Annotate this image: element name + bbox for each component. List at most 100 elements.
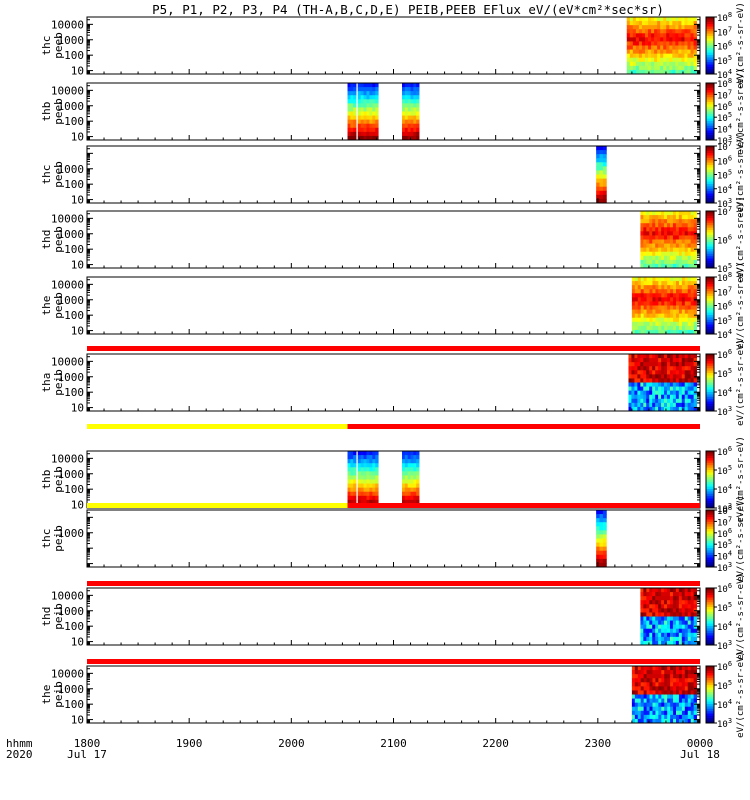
spectrogram-cell xyxy=(655,362,659,367)
colorbar-swatch xyxy=(706,281,714,285)
spectrogram-cell xyxy=(637,714,642,720)
spectrogram-cell xyxy=(631,285,636,290)
spectrogram-cell xyxy=(669,211,674,216)
spectrogram-cell xyxy=(678,702,683,708)
spectrogram-block xyxy=(596,146,607,204)
spectrogram-cell xyxy=(366,103,370,108)
spectrogram-cell xyxy=(658,366,662,371)
spectrogram-cell xyxy=(664,600,668,605)
spectrogram-cell xyxy=(632,69,637,75)
spectrogram-cell xyxy=(672,25,676,30)
colorbar-swatch xyxy=(706,467,714,471)
spectrogram-cell xyxy=(648,45,652,50)
spectrogram-cell xyxy=(634,358,638,363)
spectrogram-cell xyxy=(684,239,689,244)
spectrogram-cell xyxy=(681,325,686,331)
spectrogram-cell xyxy=(651,45,655,50)
spectrogram-cell xyxy=(667,682,671,687)
spectrogram-cell xyxy=(690,366,695,371)
spectrogram-cell xyxy=(658,263,662,269)
spectrogram-block xyxy=(626,17,697,75)
spectrogram-cell xyxy=(658,281,662,286)
spectrogram-cell xyxy=(649,285,653,290)
spectrogram-cell xyxy=(360,135,364,141)
spectrogram-cell xyxy=(672,628,677,634)
spectrogram-cell xyxy=(404,123,409,129)
spectrogram-cell xyxy=(655,215,659,220)
spectrogram-cell xyxy=(690,354,695,359)
spectrogram-cell xyxy=(599,186,604,192)
spectrogram-cell xyxy=(684,354,689,359)
spectrogram-cell xyxy=(693,678,697,683)
spectrogram-cell xyxy=(664,321,668,327)
spectrogram-cell xyxy=(654,29,658,34)
spectrogram-cell xyxy=(690,215,695,220)
spectrogram-cell xyxy=(655,596,659,601)
spectrogram-cell xyxy=(413,495,417,501)
status-segment xyxy=(347,503,700,508)
spectrogram-cell xyxy=(669,61,673,67)
spectrogram-cell xyxy=(661,390,665,396)
spectrogram-cell xyxy=(652,255,656,261)
spectrogram-cell xyxy=(673,706,677,712)
spectrogram-cell xyxy=(669,624,674,630)
spectrogram-cell xyxy=(646,686,650,691)
spectrogram-cell xyxy=(655,235,659,240)
spectrogram-cell xyxy=(658,620,662,626)
status-segment xyxy=(87,346,700,351)
spectrogram-cell xyxy=(652,702,656,708)
spectrogram-cell xyxy=(369,99,373,104)
spectrogram-cell xyxy=(353,107,357,112)
spectrogram-cell xyxy=(693,358,697,363)
spectrogram-cell xyxy=(658,640,662,646)
spectrogram-cell xyxy=(649,612,653,617)
spectrogram-cell xyxy=(363,491,367,497)
spectrogram-cell xyxy=(375,111,379,116)
spectrogram-cell xyxy=(416,111,420,116)
spectrogram-cell xyxy=(681,21,685,26)
spectrogram-cell xyxy=(667,612,671,617)
spectrogram-cell xyxy=(369,123,373,129)
spectrogram-cell xyxy=(643,301,647,306)
spectrogram-cell xyxy=(672,235,677,240)
y-tick-label: 100 xyxy=(64,115,84,128)
spectrogram-cell xyxy=(372,463,376,468)
spectrogram-cell xyxy=(664,251,668,257)
spectrogram-cell xyxy=(637,694,642,699)
spectrogram-cell xyxy=(649,628,653,634)
colorbar-swatch xyxy=(706,244,714,248)
colorbar-swatch xyxy=(706,536,714,539)
spectrogram-cell xyxy=(646,690,650,695)
spectrogram-cell xyxy=(678,694,683,699)
spectrogram-cell xyxy=(407,91,411,96)
spectrogram-cell xyxy=(687,402,692,408)
spectrogram-block xyxy=(596,510,607,568)
spectrogram-cell xyxy=(599,542,604,548)
colorbar-swatch xyxy=(706,465,714,469)
spectrogram-cell xyxy=(655,366,659,371)
spectrogram-cell xyxy=(649,678,653,683)
spectrogram-cell xyxy=(640,370,644,375)
spectrogram-cell xyxy=(599,514,604,519)
colorbar-swatch xyxy=(706,370,714,374)
spectrogram-cell xyxy=(347,135,351,141)
spectrogram-cell xyxy=(693,710,697,716)
spectrogram-cell xyxy=(644,69,649,75)
spectrogram-cell xyxy=(634,386,638,392)
colorbar-tick-label: 108 xyxy=(717,504,732,517)
spectrogram-cell xyxy=(673,714,677,720)
spectrogram-cell xyxy=(649,702,653,708)
spectrogram-cell xyxy=(687,604,692,609)
colorbar-swatch xyxy=(706,279,714,283)
spectrogram-cell xyxy=(416,451,420,456)
spectrogram-cell xyxy=(661,702,665,708)
spectrogram-cell xyxy=(643,305,647,310)
colorbar-tick-label: 106 xyxy=(717,660,732,673)
spectrogram-cell xyxy=(631,690,636,695)
spectrogram-cell xyxy=(360,95,364,100)
spectrogram-cell xyxy=(350,455,354,460)
spectrogram-cell xyxy=(664,394,668,400)
colorbar-swatch xyxy=(706,298,714,302)
spectrogram-cell xyxy=(643,227,647,232)
